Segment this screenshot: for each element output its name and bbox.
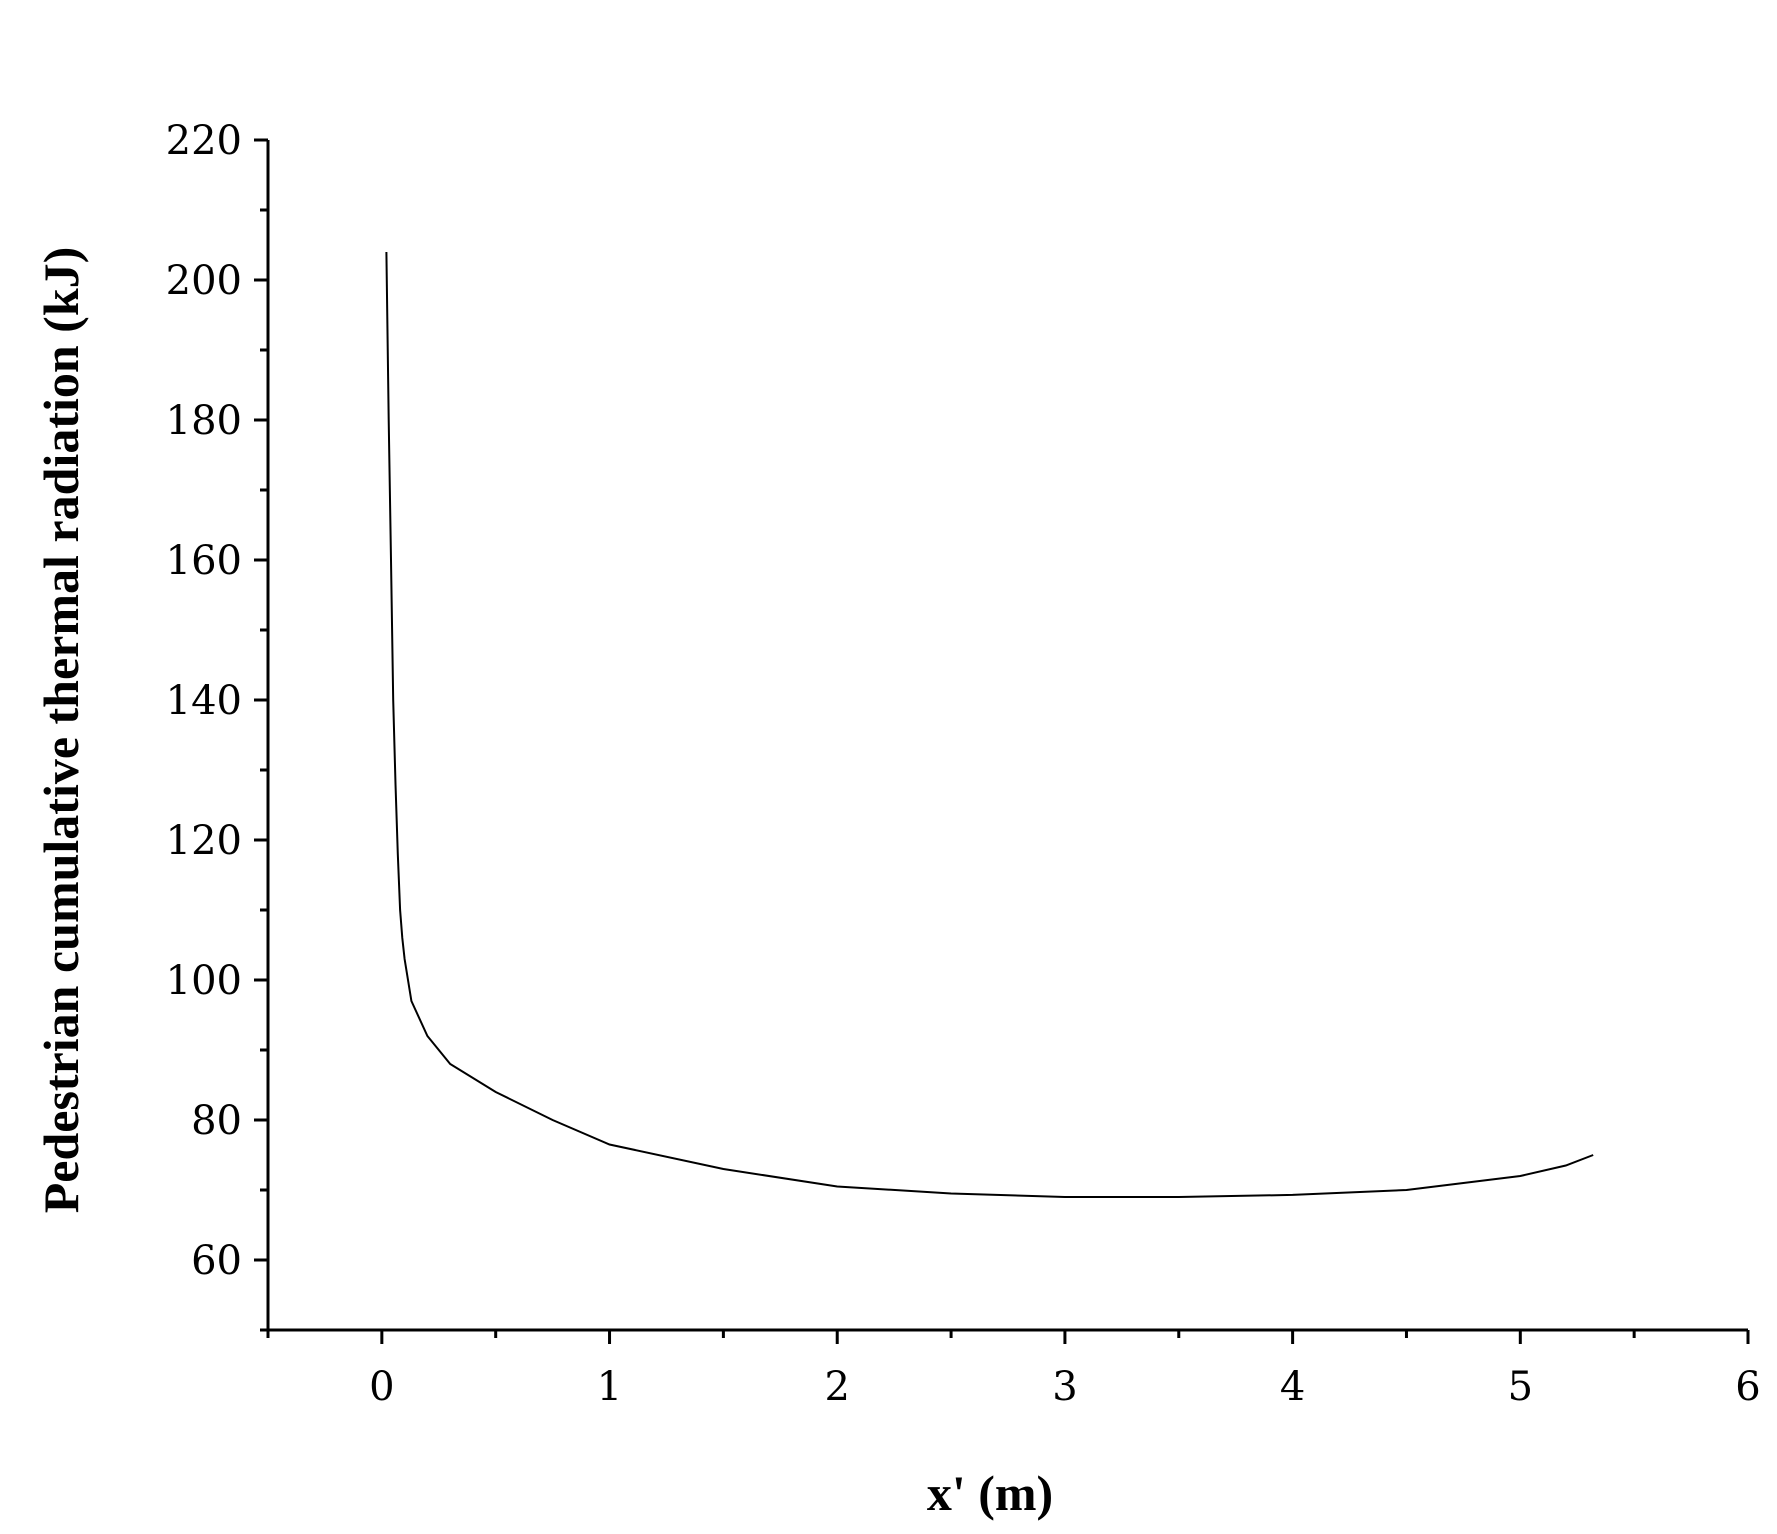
y-tick-label: 180 bbox=[166, 398, 242, 444]
y-tick-label: 80 bbox=[191, 1098, 242, 1144]
x-tick-label: 5 bbox=[1508, 1364, 1533, 1410]
y-tick-label: 200 bbox=[166, 258, 242, 304]
x-tick-label: 3 bbox=[1052, 1364, 1077, 1410]
y-tick-label: 60 bbox=[191, 1238, 242, 1284]
y-tick-label: 140 bbox=[166, 678, 242, 724]
x-tick-label: 1 bbox=[597, 1364, 622, 1410]
x-axis-title: x' (m) bbox=[927, 1465, 1053, 1521]
x-tick-label: 6 bbox=[1735, 1364, 1760, 1410]
y-tick-label: 100 bbox=[166, 958, 242, 1004]
y-axis-title: Pedestrian cumulative thermal radiation … bbox=[33, 247, 89, 1214]
x-axis: 0 1 2 3 4 5 6 bbox=[266, 1328, 1761, 1410]
plot-area bbox=[385, 251, 1594, 1198]
x-tick-label: 4 bbox=[1280, 1364, 1305, 1410]
y-axis: 60 80 100 120 140 160 180 200 220 bbox=[166, 118, 270, 1332]
y-tick-label: 220 bbox=[166, 118, 242, 164]
x-tick-label: 2 bbox=[825, 1364, 850, 1410]
series-line bbox=[385, 251, 1594, 1198]
y-tick-label: 160 bbox=[166, 538, 242, 584]
x-tick-label: 0 bbox=[369, 1364, 394, 1410]
y-tick-label: 120 bbox=[166, 818, 242, 864]
